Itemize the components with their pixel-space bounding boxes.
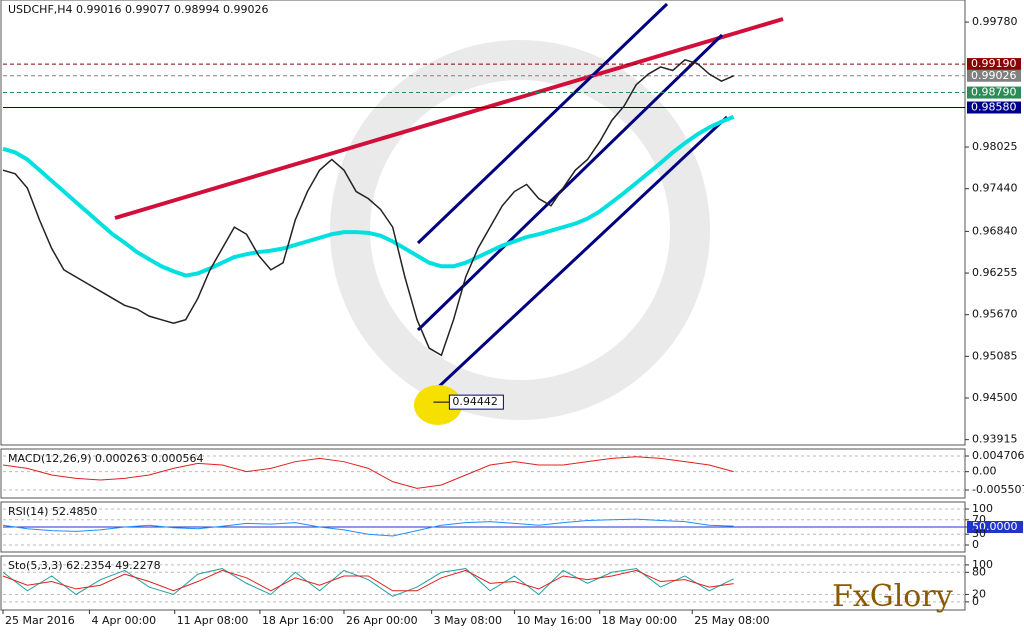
- price-level-label: 0.99190: [971, 57, 1017, 70]
- pane-title: MACD(12,26,9) 0.000263 0.000564: [8, 452, 204, 465]
- channel-line: [414, 115, 729, 410]
- series-line: [2, 569, 734, 592]
- channel-line: [416, 33, 724, 332]
- y-tick-label: 0: [972, 538, 979, 551]
- y-tick-label: 30: [972, 527, 986, 540]
- price-level-bg: [967, 86, 1021, 99]
- watermark: [330, 40, 710, 420]
- pane-title: RSI(14) 52.4850: [8, 505, 97, 518]
- x-tick-label: 3 May 08:00: [434, 614, 502, 627]
- y-tick-label: 80: [972, 565, 986, 578]
- pane-frame: [0, 448, 966, 499]
- annotation-box: [448, 394, 504, 410]
- series-line: [2, 456, 734, 489]
- annotation-label: 0.94442: [452, 395, 498, 408]
- level-label-bg: [967, 521, 1023, 533]
- x-tick-label: 18 May 00:00: [602, 614, 677, 627]
- series-line: [2, 58, 734, 357]
- series-line: [2, 518, 734, 537]
- y-tick-label: 0.98025: [972, 140, 1018, 153]
- x-tick-label: 10 May 16:00: [516, 614, 591, 627]
- x-tick-label: 25 May 08:00: [694, 614, 769, 627]
- y-tick-label: 0.00: [972, 465, 997, 478]
- y-tick-label: 0.93915: [972, 433, 1018, 446]
- y-tick-label: 0.96255: [972, 266, 1018, 279]
- series-line: [2, 568, 734, 597]
- x-tick-label: 26 Apr 00:00: [346, 614, 418, 627]
- logo: FxGlory: [832, 579, 953, 614]
- series-line: [2, 114, 735, 278]
- y-tick-label: 0.97440: [972, 182, 1018, 195]
- channel-line: [416, 2, 669, 245]
- y-tick-label: -0.005507: [972, 483, 1024, 496]
- pane-title: USDCHF,H4 0.99016 0.99077 0.98994 0.9902…: [8, 3, 269, 16]
- price-level-label: 0.98580: [971, 101, 1017, 114]
- price-level-bg: [967, 58, 1021, 71]
- x-tick-label: 18 Apr 16:00: [262, 614, 334, 627]
- y-tick-label: 0.95085: [972, 349, 1018, 362]
- pane-frame: [0, 0, 966, 446]
- y-tick-label: 20: [972, 587, 986, 600]
- x-tick-label: 4 Apr 00:00: [91, 614, 156, 627]
- price-level-label: 0.99026: [971, 69, 1017, 82]
- price-level-bg: [967, 101, 1021, 114]
- price-level-bg: [967, 69, 1021, 82]
- x-tick-label: 25 Mar 2016: [5, 614, 75, 627]
- y-tick-label: 100: [972, 558, 993, 571]
- trend-line: [114, 17, 784, 220]
- price-level-label: 0.98790: [971, 86, 1017, 99]
- y-tick-label: 0.99780: [972, 15, 1018, 28]
- y-tick-label: 50.0000: [972, 520, 1018, 533]
- y-tick-label: 0.94500: [972, 391, 1018, 404]
- y-tick-label: 0: [972, 595, 979, 608]
- pane-frame: [0, 555, 966, 611]
- y-tick-label: 0.004706: [972, 449, 1024, 462]
- y-tick-label: 0.95670: [972, 308, 1018, 321]
- x-tick-label: 11 Apr 08:00: [177, 614, 249, 627]
- y-tick-label: 100: [972, 502, 993, 515]
- y-tick-label: 0.96840: [972, 224, 1018, 237]
- pane-title: Sto(5,3,3) 62.2354 49.2278: [8, 559, 161, 572]
